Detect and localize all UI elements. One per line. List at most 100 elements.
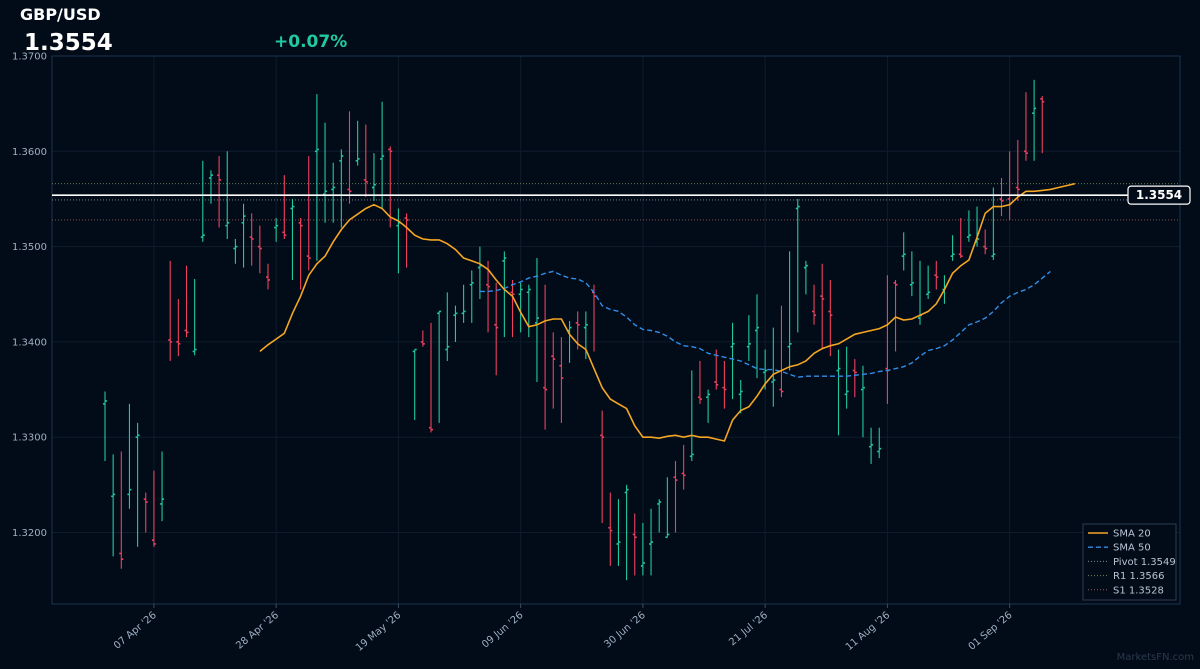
sma50-line: [479, 270, 1051, 378]
ohlc-bar: [437, 310, 442, 423]
ohlc-bar: [380, 101, 385, 209]
ohlc-bar: [934, 260, 939, 290]
ohlc-bar: [828, 279, 833, 357]
ohlc-bar: [323, 122, 328, 223]
pivot-levels: [52, 183, 1180, 221]
ohlc-bar: [722, 360, 727, 409]
plot-area[interactable]: [51, 55, 1181, 605]
ohlc-bar: [1007, 151, 1012, 220]
ohlc-bar: [290, 198, 295, 280]
ohlc-bar: [200, 160, 205, 242]
ohlc-bar: [404, 213, 409, 268]
ohlc-bar: [249, 213, 254, 266]
legend-box: [1082, 523, 1177, 601]
ohlc-bar: [184, 265, 189, 338]
y-tick-label: 1.3200: [12, 528, 47, 539]
ohlc-bar: [355, 120, 360, 166]
ohlc-bar: [795, 198, 800, 333]
ohlc-bar: [852, 359, 857, 398]
ohlc-bar: [901, 232, 906, 271]
ohlc-bar: [347, 111, 352, 204]
ohlc-bar: [909, 251, 914, 297]
ohlc-bar: [803, 260, 808, 295]
ohlc-bar: [689, 370, 694, 462]
legend-entry-label: Pivot 1.3549: [1113, 557, 1176, 568]
ohlc-bar: [999, 177, 1004, 217]
ohlc-bar: [1032, 79, 1037, 161]
ohlc-bar: [339, 149, 344, 228]
ohlc-bar: [706, 389, 711, 423]
ohlc-bar: [388, 146, 393, 228]
ohlc-bar: [771, 327, 776, 407]
ohlc-bar: [168, 260, 173, 361]
ohlc-bar: [697, 360, 702, 404]
ohlc-bar: [331, 162, 336, 223]
ohlc-bar: [298, 218, 303, 290]
ohlc-bar: [420, 330, 425, 347]
ohlc-bar: [991, 187, 996, 260]
ohlc-bar: [681, 444, 686, 490]
ohlc-bar: [1015, 139, 1020, 201]
ohlc-bar: [926, 265, 931, 300]
ohlc-bar: [950, 235, 955, 261]
ohlc-bar: [396, 208, 401, 274]
ohlc-bar: [836, 349, 841, 436]
ohlc-bar: [486, 260, 491, 333]
ohlc-bar: [616, 499, 621, 566]
ohlc-bar: [266, 263, 270, 290]
ohlc-bar: [127, 403, 132, 509]
ohlc-bar: [860, 365, 865, 438]
ohlc-bar: [103, 391, 107, 462]
legend-entry-label: SMA 20: [1113, 529, 1151, 540]
x-tick-label: 19 May '26: [354, 610, 403, 654]
x-tick-label: 28 Apr '26: [234, 610, 281, 652]
legend-entry-label: S1 1.3528: [1113, 585, 1164, 596]
x-tick-label: 07 Apr '26: [112, 610, 159, 652]
ohlc-bar: [893, 279, 898, 352]
ohlc-bar: [151, 470, 156, 547]
x-tick-label: 09 Jun '26: [480, 610, 526, 651]
ohlc-bar: [983, 229, 988, 255]
ohlc-bar: [1023, 92, 1028, 161]
last-price-tag-label: 1.3554: [1136, 188, 1182, 202]
ohlc-bar: [559, 337, 564, 423]
ohlc-bar: [160, 451, 165, 522]
ohlc-bar: [958, 218, 963, 259]
ohlc-bar: [461, 284, 466, 323]
ohlc-bar: [241, 203, 246, 268]
ohlc-bar: [730, 322, 735, 400]
y-tick-label: 1.3700: [12, 52, 47, 63]
ohlc-bar: [363, 124, 368, 198]
ohlc-bar: [600, 410, 605, 523]
ohlc-bar: [445, 292, 450, 361]
ohlc-bar: [640, 522, 645, 576]
last-price-tag: [1127, 185, 1191, 205]
ohlc-bar: [143, 492, 148, 533]
y-tick-label: 1.3400: [12, 337, 47, 348]
ohlc-bar: [217, 156, 222, 228]
ohlc-bar: [534, 258, 539, 382]
ohlc-bars: [103, 79, 1045, 581]
ohlc-bar: [274, 218, 279, 242]
watermark: MarketsFN.com: [1116, 652, 1194, 663]
ohlc-bar: [371, 153, 376, 201]
ohlc-bar: [453, 305, 458, 342]
ohlc-bar: [526, 284, 531, 338]
symbol-title: GBP/USD: [20, 5, 101, 24]
y-tick-label: 1.3300: [12, 433, 47, 444]
ohlc-bar: [1040, 96, 1045, 154]
y-axis: 1.3200 1.3300 1.3400 1.3500 1.3600 1.3700: [12, 52, 47, 540]
ohlc-bar: [779, 305, 784, 398]
ohlc-bar: [469, 270, 474, 323]
ohlc-bar: [608, 492, 613, 566]
ohlc-bar: [632, 513, 637, 576]
last-price-line: 1.3554: [52, 185, 1191, 205]
ohlc-bar: [966, 210, 971, 242]
ohlc-bar: [755, 294, 759, 379]
chart-grid: [52, 55, 1180, 604]
ohlc-bar: [543, 284, 548, 430]
ohlc-bar: [877, 427, 882, 459]
ohlc-bar: [429, 322, 433, 433]
ohlc-bar: [787, 251, 792, 371]
